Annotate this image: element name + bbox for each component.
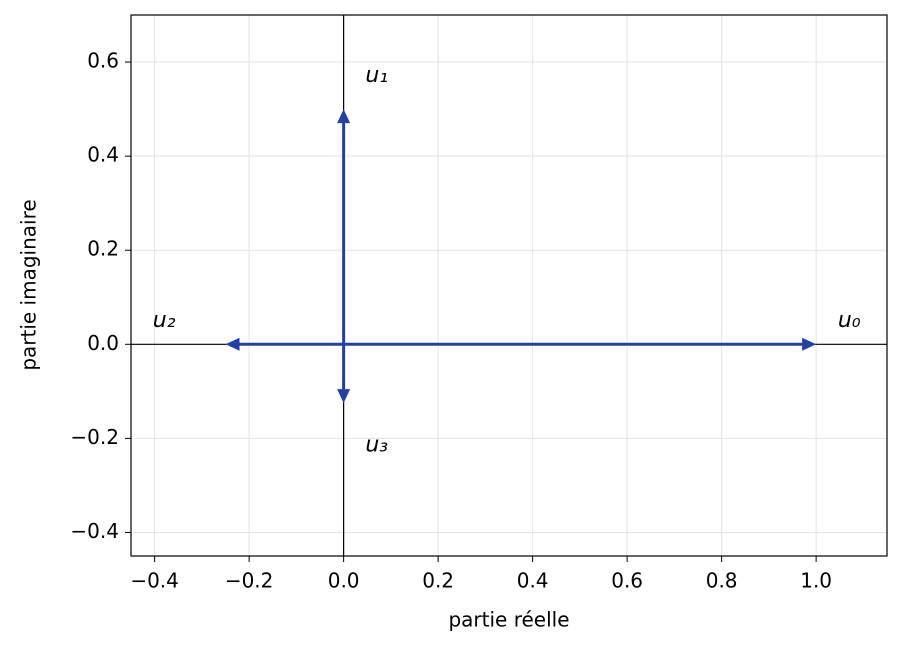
- x-tick-label: −0.2: [225, 569, 274, 593]
- vector-head: [337, 109, 351, 124]
- y-tick-label: −0.2: [70, 425, 119, 449]
- x-tick-label: 0.0: [328, 569, 360, 593]
- vector-label: u₂: [153, 308, 176, 333]
- vector-head: [802, 337, 817, 351]
- x-tick-label: 0.4: [517, 569, 549, 593]
- x-tick-label: 0.2: [422, 569, 454, 593]
- x-tick-label: 1.0: [800, 569, 832, 593]
- y-tick-label: 0.0: [87, 331, 119, 355]
- vector: [337, 109, 351, 345]
- vector: [343, 337, 817, 351]
- vector: [225, 337, 344, 351]
- x-axis-label: partie réelle: [448, 608, 569, 632]
- y-tick-label: 0.2: [87, 237, 119, 261]
- y-tick-label: 0.4: [87, 143, 119, 167]
- y-tick-label: 0.6: [87, 49, 119, 73]
- vector-label: u₁: [365, 63, 388, 88]
- x-tick-label: 0.8: [706, 569, 738, 593]
- vector: [337, 344, 351, 404]
- y-axis-label: partie imaginaire: [17, 199, 41, 370]
- vector-head: [225, 337, 240, 351]
- plot-frame: [130, 14, 888, 557]
- vector-label: u₃: [365, 432, 388, 457]
- vector-label: u₀: [838, 308, 861, 333]
- vector-head: [337, 389, 351, 404]
- x-tick-label: 0.6: [611, 569, 643, 593]
- x-tick-label: −0.4: [130, 569, 179, 593]
- y-tick-label: −0.4: [70, 519, 119, 543]
